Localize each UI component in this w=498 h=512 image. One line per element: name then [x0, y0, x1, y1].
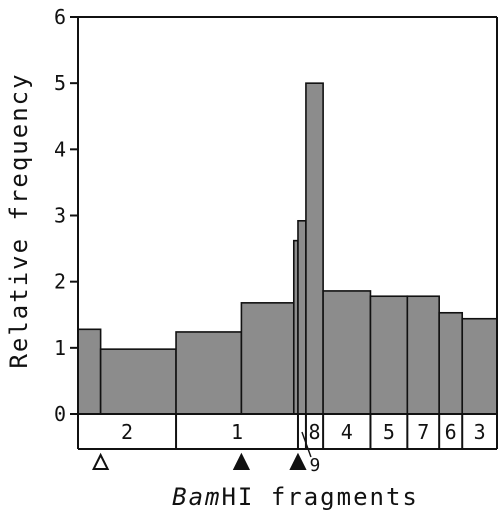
fragment-label: 4 [341, 420, 353, 444]
bar [77, 328, 102, 415]
y-tick-label: 1 [54, 336, 66, 360]
open-triangle-marker [92, 452, 110, 470]
bar [297, 219, 307, 415]
y-tick-label: 5 [54, 71, 66, 95]
plot-frame [77, 16, 498, 449]
bar [99, 348, 177, 415]
x-axis-label-rest: HI fragments [221, 483, 418, 511]
y-axis: 0 1 2 3 4 5 6 [54, 5, 78, 426]
bar [369, 295, 409, 415]
bar [175, 331, 243, 415]
bar [240, 302, 295, 415]
fragment-map: 2 1 8 4 5 7 6 3 9 [78, 414, 497, 476]
filled-triangle-marker [289, 452, 307, 470]
y-tick-label: 6 [54, 5, 66, 29]
fragment-9-leader [301, 431, 312, 458]
y-tick-label: 0 [54, 402, 66, 426]
fragment-label: 7 [417, 420, 429, 444]
y-axis-label: Relative frequency [5, 72, 33, 368]
x-axis-label-italic: Bam [172, 483, 221, 511]
bar [406, 295, 440, 415]
fragment-markers [92, 452, 307, 470]
bar [322, 290, 372, 415]
fragment-label: 8 [309, 420, 321, 444]
y-tick-label: 2 [54, 270, 66, 294]
fragment-label-9: 9 [310, 455, 321, 476]
filled-triangle-marker [232, 452, 251, 470]
bar [461, 317, 498, 415]
fragment-label: 5 [383, 420, 395, 444]
y-tick-label: 4 [54, 137, 66, 161]
fragment-label: 1 [231, 420, 243, 444]
fragment-label: 6 [445, 420, 457, 444]
fragment-label: 3 [474, 420, 486, 444]
bar [305, 82, 324, 415]
y-tick-label: 3 [54, 204, 66, 228]
x-axis-label: BamHI fragments [172, 483, 419, 511]
fragment-label: 2 [121, 420, 133, 444]
bar [438, 311, 464, 415]
bars-layer [77, 82, 498, 415]
